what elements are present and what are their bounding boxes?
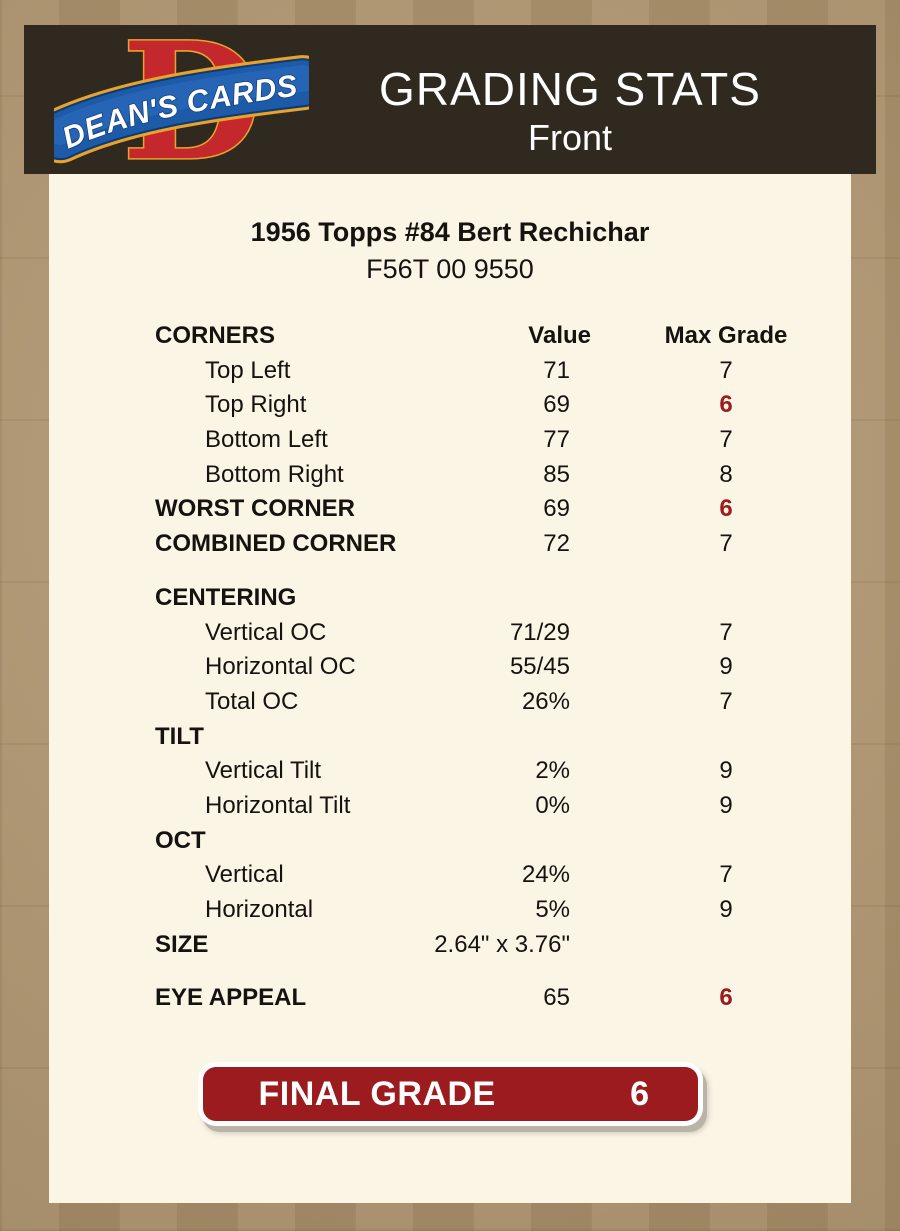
table-row: Vertical OC 71/29 7 xyxy=(49,616,851,651)
row-max-grade xyxy=(591,720,861,755)
row-value: 69 xyxy=(543,391,570,419)
table-row: Vertical Tilt 2% 9 xyxy=(49,754,851,789)
table-row: Top Right 69 6 xyxy=(49,388,851,423)
table-row: Top Left 71 7 xyxy=(49,354,851,389)
final-grade-inner: FINAL GRADE 6 xyxy=(202,1067,698,1122)
final-grade-label: FINAL GRADE xyxy=(258,1074,496,1113)
row-label: Horizontal xyxy=(205,896,314,923)
card-title: 1956 Topps #84 Bert Rechichar xyxy=(250,217,650,247)
row-max-grade: 9 xyxy=(719,757,733,785)
row-value xyxy=(429,824,591,859)
row-value: 2% xyxy=(535,757,570,785)
row-label: Vertical Tilt xyxy=(205,757,322,785)
row-label: EYE APPEAL xyxy=(155,984,307,1012)
row-max-grade: Max Grade xyxy=(664,322,788,349)
row-label: OCT xyxy=(155,826,206,854)
table-row: SIZE 2.64" x 3.76" xyxy=(49,928,851,963)
row-label: Vertical OC xyxy=(205,618,327,646)
row-label: Horizontal Tilt xyxy=(205,791,351,819)
row-value: 5% xyxy=(535,896,570,923)
row-value: 77 xyxy=(543,426,570,454)
row-value: 24% xyxy=(521,861,570,889)
table-row: Horizontal OC 55/45 9 xyxy=(49,650,851,685)
page-subtitle: Front xyxy=(527,117,613,158)
card-code: F56T 00 9550 xyxy=(366,254,534,284)
row-max-grade: 7 xyxy=(719,426,733,454)
row-label: Bottom Left xyxy=(205,426,328,454)
row-value: 55/45 xyxy=(509,653,570,681)
row-value: 69 xyxy=(543,495,570,523)
row-value: 85 xyxy=(543,460,570,488)
table-row: OCT xyxy=(49,824,851,859)
row-label: Total OC xyxy=(205,687,299,715)
deans-cards-logo-graphic: D DEAN'S CARDS xyxy=(32,7,331,199)
final-grade-value: 6 xyxy=(630,1074,650,1113)
table-row: EYE APPEAL 65 6 xyxy=(49,981,851,1016)
table-row: Horizontal Tilt 0% 9 xyxy=(49,789,851,824)
page-title: GRADING STATS xyxy=(379,63,761,115)
table-row: COMBINED CORNER 72 7 xyxy=(49,527,851,562)
row-label: Vertical xyxy=(205,861,284,889)
table-row: TILT xyxy=(49,720,851,755)
row-label: CENTERING xyxy=(155,583,297,611)
row-max-grade: 7 xyxy=(719,530,733,558)
row-max-grade: 7 xyxy=(719,356,733,384)
row-max-grade: 9 xyxy=(719,653,733,681)
row-label: SIZE xyxy=(155,930,209,958)
logo-ribbon xyxy=(32,55,331,164)
row-value: 65 xyxy=(543,984,570,1012)
header-bar: D DEAN'S CARDS GRADING STA xyxy=(24,7,876,199)
table-row: Total OC 26% 7 xyxy=(49,685,851,720)
row-value xyxy=(429,581,591,616)
table-row: Bottom Right 85 8 xyxy=(49,458,851,493)
row-max-grade: 6 xyxy=(719,984,733,1012)
row-value: 72 xyxy=(543,530,570,558)
final-grade-button[interactable]: FINAL GRADE 6 xyxy=(197,1062,703,1127)
header-titles: GRADING STATS Front xyxy=(294,63,846,161)
row-max-grade xyxy=(591,581,861,616)
row-max-grade xyxy=(591,928,861,963)
grading-table: CORNERS Value Max Grade Top Left 71 7 To… xyxy=(49,319,851,1016)
table-row: Bottom Left 77 7 xyxy=(49,423,851,458)
row-max-grade: 7 xyxy=(719,861,733,889)
row-label: CORNERS xyxy=(155,322,276,349)
table-row: CENTERING xyxy=(49,581,851,616)
row-label: WORST CORNER xyxy=(155,495,355,523)
row-value: 2.64" x 3.76" xyxy=(434,930,570,958)
row-max-grade: 8 xyxy=(719,460,733,488)
row-label: COMBINED CORNER xyxy=(155,530,397,558)
row-value: 0% xyxy=(535,791,570,819)
row-label: Horizontal OC xyxy=(205,653,356,681)
content-panel: 1956 Topps #84 Bert Rechichar F56T 00 95… xyxy=(49,174,851,1203)
row-max-grade: 6 xyxy=(719,495,733,523)
row-max-grade: 7 xyxy=(719,687,733,715)
row-value: 71 xyxy=(543,356,570,384)
row-max-grade xyxy=(591,824,861,859)
row-label: Top Left xyxy=(205,356,291,384)
row-label: Top Right xyxy=(205,391,307,419)
row-label: TILT xyxy=(155,722,204,750)
row-max-grade: 7 xyxy=(719,618,733,646)
row-max-grade: 9 xyxy=(719,896,733,923)
row-value: 71/29 xyxy=(509,618,570,646)
table-row: Horizontal 5% 9 xyxy=(49,893,851,928)
row-value: Value xyxy=(528,322,591,349)
row-max-grade: 6 xyxy=(719,391,733,419)
table-row: CORNERS Value Max Grade xyxy=(49,319,851,354)
table-row: WORST CORNER 69 6 xyxy=(49,492,851,527)
row-value xyxy=(429,720,591,755)
row-label: Bottom Right xyxy=(205,460,344,488)
row-value: 26% xyxy=(521,687,570,715)
table-row: Vertical 24% 7 xyxy=(49,858,851,893)
deans-cards-logo: D DEAN'S CARDS xyxy=(32,7,331,199)
row-max-grade: 9 xyxy=(719,791,733,819)
